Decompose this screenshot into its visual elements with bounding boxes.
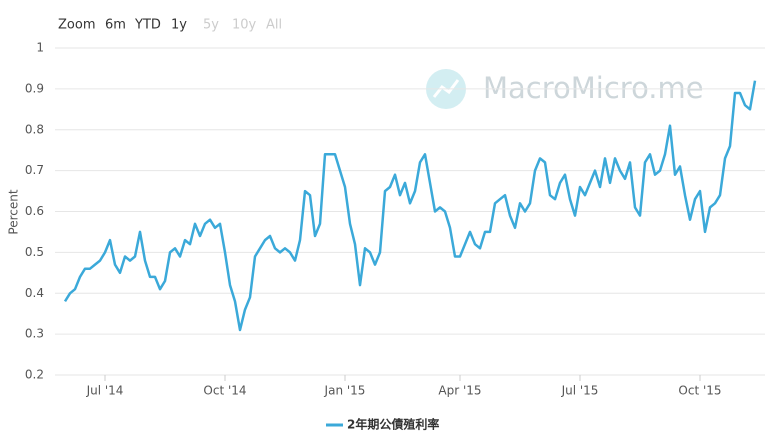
x-tick-label: Oct '15: [678, 384, 721, 398]
range-button[interactable]: 5y: [203, 18, 219, 33]
x-tick-label: Jul '14: [86, 384, 124, 398]
legend-label: 2年期公債殖利率: [347, 417, 439, 432]
y-tick-label: 0.3: [25, 327, 44, 341]
watermark: MacroMicro.me: [483, 71, 704, 105]
x-tick-label: Apr '15: [438, 384, 481, 398]
y-tick-label: 0.9: [25, 81, 44, 95]
x-tick-label: Jan '15: [324, 384, 366, 398]
y-axis-title: Percent: [7, 189, 21, 234]
range-button[interactable]: All: [266, 18, 282, 33]
y-tick-label: 0.8: [25, 122, 44, 136]
y-tick-label: 0.6: [25, 204, 44, 218]
y-tick-label: 0.5: [25, 245, 44, 259]
zoom-label: Zoom: [58, 18, 95, 33]
range-button[interactable]: YTD: [134, 18, 161, 33]
range-button[interactable]: 1y: [171, 18, 187, 33]
x-tick-label: Oct '14: [203, 384, 246, 398]
range-button[interactable]: 6m: [105, 18, 126, 33]
y-tick-label: 1: [36, 41, 44, 55]
y-tick-label: 0.4: [25, 286, 44, 300]
y-tick-label: 0.2: [25, 368, 44, 382]
x-tick-label: Jul '15: [561, 384, 599, 398]
line-series: [63, 80, 757, 332]
y-tick-label: 0.7: [25, 163, 44, 177]
range-button[interactable]: 10y: [232, 18, 257, 33]
